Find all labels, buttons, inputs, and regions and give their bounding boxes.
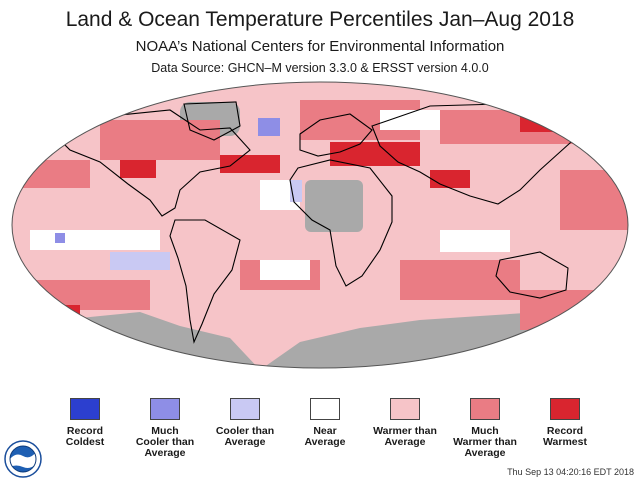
europe-outline bbox=[299, 113, 373, 157]
legend-swatch bbox=[310, 398, 340, 420]
legend: Record Coldest Much Cooler than Average … bbox=[40, 398, 600, 462]
record-warmest-region bbox=[120, 160, 156, 178]
greenland-outline bbox=[183, 101, 241, 141]
record-warmest-region bbox=[30, 305, 80, 331]
legend-item-record-coldest: Record Coldest bbox=[40, 398, 130, 448]
africa-missing-region bbox=[305, 180, 363, 232]
much-warmer-region bbox=[100, 120, 220, 160]
much-cooler-region bbox=[55, 233, 65, 243]
near-average-region bbox=[260, 260, 310, 280]
data-source: Data Source: GHCN–M version 3.3.0 & ERSS… bbox=[151, 61, 489, 75]
noaa-logo-icon bbox=[4, 440, 42, 478]
legend-swatch bbox=[150, 398, 180, 420]
much-cooler-region bbox=[258, 118, 280, 136]
record-warmest-region bbox=[590, 310, 628, 330]
legend-label: Near Average bbox=[304, 425, 346, 448]
cooler-region bbox=[110, 252, 170, 270]
near-average-region bbox=[380, 110, 440, 130]
legend-label: Record Coldest bbox=[65, 425, 105, 448]
legend-swatch bbox=[230, 398, 260, 420]
legend-item-record-warmest: Record Warmest bbox=[520, 398, 610, 448]
much-warmer-region bbox=[560, 170, 628, 230]
africa-outline bbox=[289, 159, 393, 287]
near-average-region bbox=[30, 230, 160, 250]
much-warmer-region bbox=[520, 290, 620, 330]
legend-item-much-warmer: Much Warmer than Average bbox=[440, 398, 530, 459]
legend-label: Much Warmer than Average bbox=[453, 425, 517, 459]
record-warmest-region bbox=[520, 110, 560, 132]
record-warmest-region bbox=[220, 155, 280, 173]
legend-label: Warmer than Average bbox=[373, 425, 437, 448]
legend-item-near-average: Near Average bbox=[280, 398, 370, 448]
legend-label: Much Cooler than Average bbox=[135, 425, 195, 459]
north-america-outline bbox=[59, 109, 251, 217]
south-america-outline bbox=[169, 219, 241, 344]
map-title: Land & Ocean Temperature Percentiles Jan… bbox=[65, 8, 575, 31]
world-temperature-map bbox=[11, 81, 629, 369]
map-body bbox=[12, 82, 628, 368]
legend-item-much-cooler: Much Cooler than Average bbox=[120, 398, 210, 459]
legend-label: Cooler than Average bbox=[215, 425, 275, 448]
much-warmer-region bbox=[400, 260, 520, 300]
legend-swatch bbox=[70, 398, 100, 420]
legend-swatch bbox=[550, 398, 580, 420]
antarctica-missing-region bbox=[12, 310, 628, 368]
legend-item-warmer: Warmer than Average bbox=[360, 398, 450, 448]
legend-swatch bbox=[470, 398, 500, 420]
timestamp: Thu Sep 13 04:20:16 EDT 2018 bbox=[507, 467, 634, 477]
much-warmer-region bbox=[20, 160, 90, 188]
record-warmest-region bbox=[330, 142, 420, 166]
legend-item-cooler: Cooler than Average bbox=[200, 398, 290, 448]
record-warmest-region bbox=[430, 170, 470, 188]
much-warmer-region bbox=[440, 110, 590, 144]
map-subtitle: NOAA’s National Centers for Environmenta… bbox=[135, 38, 505, 55]
globe-border bbox=[11, 81, 629, 369]
near-average-region bbox=[440, 230, 510, 252]
australia-outline bbox=[495, 251, 569, 299]
legend-label: Record Warmest bbox=[543, 425, 587, 448]
legend-swatch bbox=[390, 398, 420, 420]
